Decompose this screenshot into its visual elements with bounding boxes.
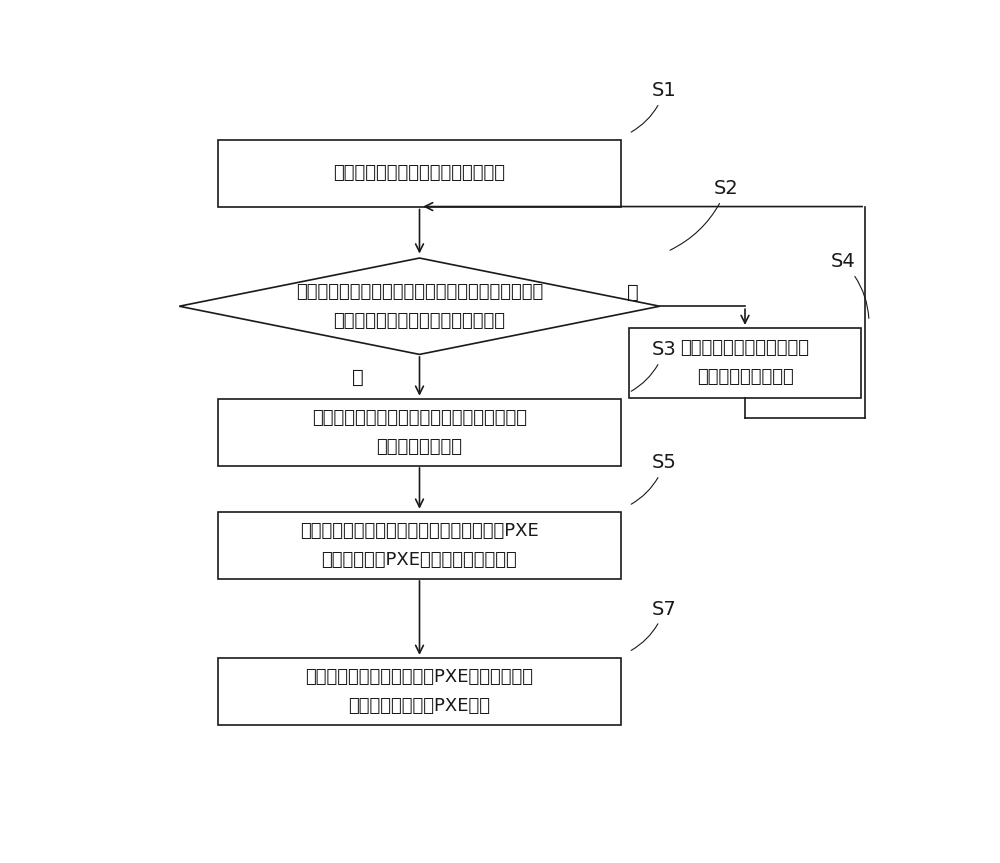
Text: S7: S7: [631, 600, 677, 651]
FancyBboxPatch shape: [218, 400, 621, 466]
Text: 是: 是: [352, 368, 363, 387]
Text: 待引导的网口进行PXE引导: 待引导的网口进行PXE引导: [349, 697, 490, 715]
Text: S3: S3: [631, 340, 677, 391]
Text: S4: S4: [830, 252, 869, 318]
Text: 判断基本输入输出系统是否成功接收基板管理控制器: 判断基本输入输出系统是否成功接收基板管理控制器: [296, 282, 543, 300]
Text: 向基板管理控制器发送网卡设备信息: 向基板管理控制器发送网卡设备信息: [334, 164, 506, 182]
Text: 发送的用户输入的待引导的网口信息: 发送的用户输入的待引导的网口信息: [334, 312, 506, 330]
Text: 接收并解析基板管理控制器发送的用户输入的: 接收并解析基板管理控制器发送的用户输入的: [312, 409, 527, 427]
Polygon shape: [179, 258, 660, 355]
Text: S1: S1: [631, 81, 677, 132]
Text: 否: 否: [627, 283, 639, 302]
Text: 根据待引导的网口信息生成PXE引导项，并对: 根据待引导的网口信息生成PXE引导项，并对: [306, 668, 534, 686]
Text: S5: S5: [631, 453, 677, 504]
FancyBboxPatch shape: [218, 513, 621, 579]
FancyBboxPatch shape: [629, 328, 861, 398]
Text: S2: S2: [670, 180, 739, 250]
FancyBboxPatch shape: [218, 658, 621, 725]
Text: 待引导的网口信息: 待引导的网口信息: [376, 438, 462, 457]
Text: 返回失败信息，并通知基板: 返回失败信息，并通知基板: [680, 339, 810, 357]
Text: 驱动，并根据PXE驱动生成启动引导项: 驱动，并根据PXE驱动生成启动引导项: [322, 551, 517, 569]
Text: 管理控制器重新发送: 管理控制器重新发送: [697, 369, 793, 387]
Text: 根据待引导的网口信息确定加载对应网口的PXE: 根据待引导的网口信息确定加载对应网口的PXE: [300, 522, 539, 540]
FancyBboxPatch shape: [218, 140, 621, 206]
